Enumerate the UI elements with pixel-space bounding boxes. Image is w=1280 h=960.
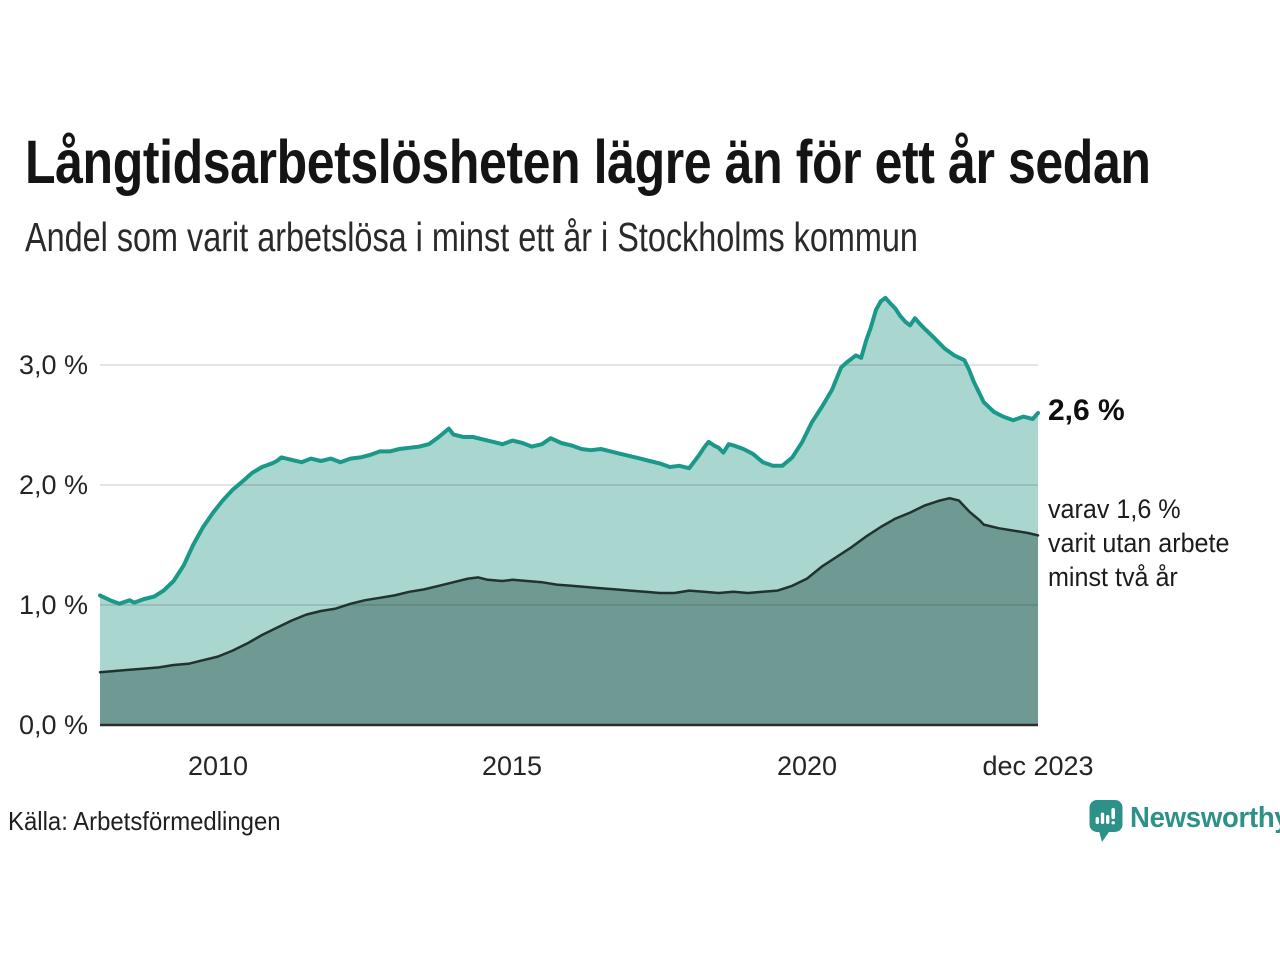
- speech-bubble-tail: [1098, 829, 1111, 842]
- y-tick-label: 2,0 %: [18, 470, 88, 500]
- newsworthy-logo: Newsworthy: [1089, 799, 1280, 845]
- annotation-subset-line1: varav 1,6 %: [1048, 494, 1181, 524]
- y-tick-label: 3,0 %: [18, 350, 88, 380]
- chart-gridlines: [100, 364, 1038, 606]
- source-note: Källa: Arbetsförmedlingen: [8, 806, 281, 836]
- annotation-total-value: 2,6 %: [1048, 394, 1125, 427]
- annotation-subset-text: varav 1,6 % varit utan arbete minst två …: [1048, 492, 1229, 594]
- x-tick-label: 2010: [187, 751, 249, 781]
- x-tick-label: dec 2023: [982, 751, 1094, 781]
- annotation-subset-line2: varit utan arbete: [1048, 528, 1230, 558]
- series-subset-area: [100, 498, 1038, 725]
- newsworthy-wordmark: Newsworthy: [1130, 802, 1280, 834]
- y-tick-label: 0,0 %: [18, 710, 88, 740]
- series-total-line: [98, 295, 1040, 606]
- newsworthy-logo-icon: [1089, 800, 1123, 842]
- page-subtitle: Andel som varit arbetslösa i minst ett å…: [25, 214, 918, 260]
- page-title: Långtidsarbetslösheten lägre än för ett …: [25, 128, 1151, 196]
- series-subset-line: [98, 496, 1040, 674]
- x-tick-label: 2015: [481, 751, 543, 781]
- annotation-subset-line3: minst två år: [1048, 562, 1178, 592]
- y-tick-label: 1,0 %: [18, 590, 88, 620]
- x-tick-label: 2020: [776, 751, 838, 781]
